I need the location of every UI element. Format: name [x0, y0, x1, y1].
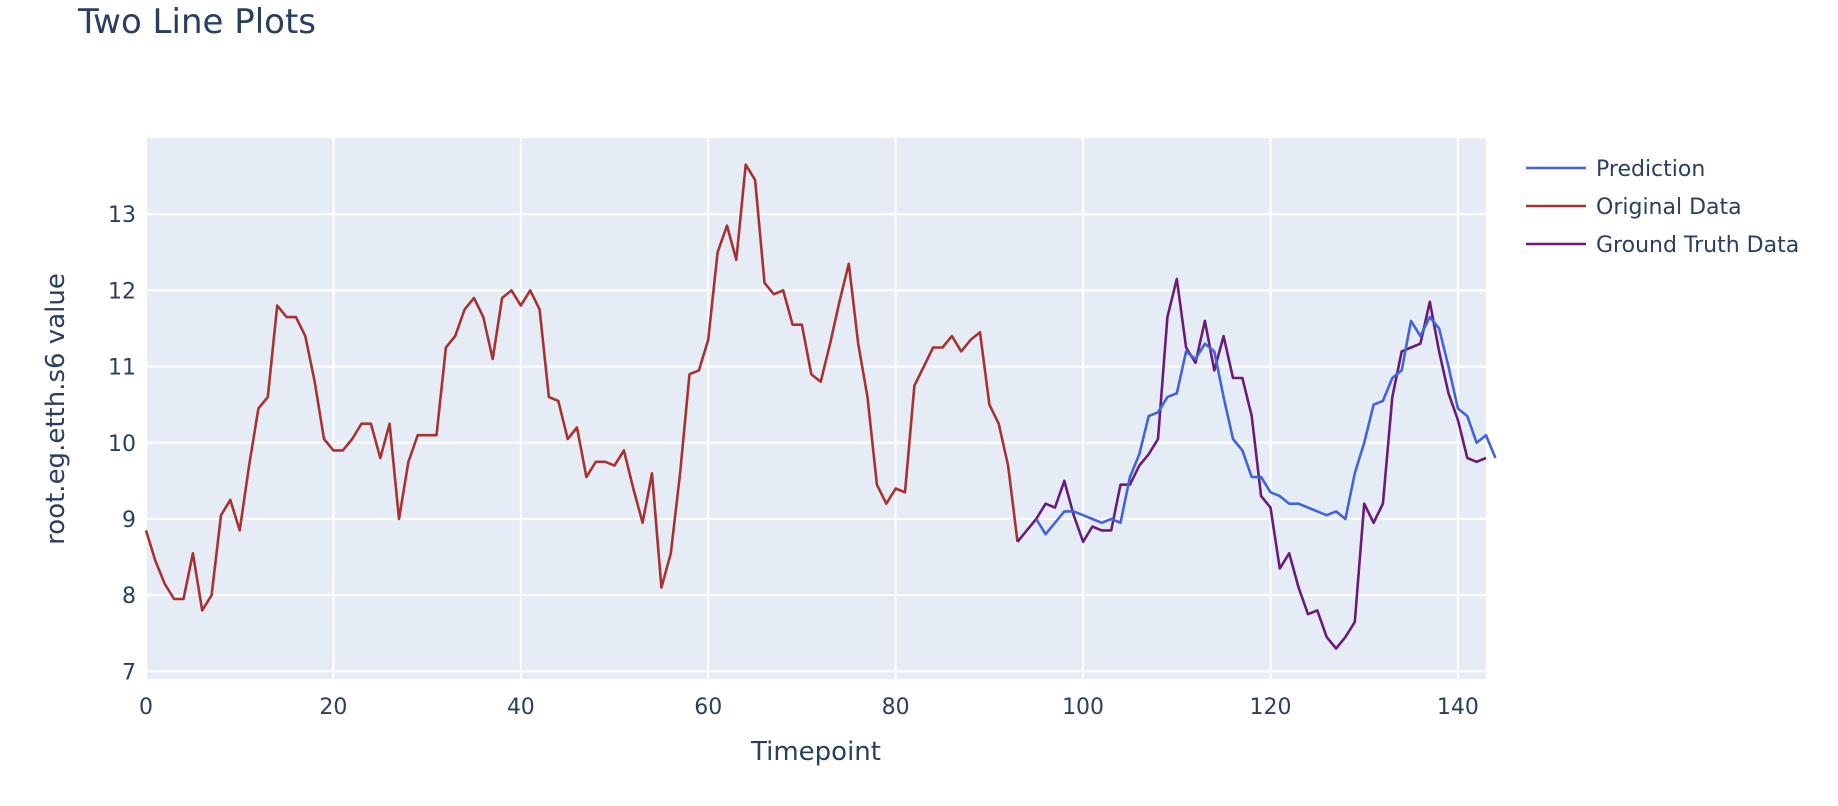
y-tick-label: 7	[122, 660, 136, 685]
legend: Prediction Original Data Ground Truth Data	[1526, 157, 1799, 258]
x-tick-label: 60	[694, 695, 722, 720]
y-axis-title: root.eg.etth.s6 value	[41, 273, 71, 545]
legend-label: Prediction	[1596, 157, 1705, 182]
y-axis-ticks: 7 8 9 10 11 12 13	[108, 203, 136, 685]
x-axis-ticks: 0 20 40 60 80 100 120 140	[139, 695, 1479, 720]
x-tick-label: 0	[139, 695, 153, 720]
y-tick-label: 10	[108, 432, 136, 457]
series-line-original-data	[144, 163, 1019, 612]
series-layer	[144, 163, 1497, 650]
series-line-prediction	[1035, 315, 1497, 536]
legend-item[interactable]: Ground Truth Data	[1526, 233, 1799, 258]
y-tick-label: 12	[108, 279, 136, 304]
chart-title: Two Line Plots	[78, 2, 317, 42]
legend-item[interactable]: Original Data	[1526, 195, 1742, 220]
legend-label: Original Data	[1596, 195, 1742, 220]
x-tick-label: 80	[882, 695, 910, 720]
legend-label: Ground Truth Data	[1596, 233, 1799, 258]
plot-area	[146, 138, 1486, 679]
y-tick-label: 13	[108, 203, 136, 228]
x-tick-label: 40	[507, 695, 535, 720]
series-line-ground-truth-data	[1016, 277, 1487, 650]
legend-item[interactable]: Prediction	[1526, 157, 1705, 182]
y-tick-label: 9	[122, 508, 136, 533]
gridlines	[145, 138, 1486, 679]
x-tick-label: 100	[1062, 695, 1104, 720]
x-tick-label: 140	[1437, 695, 1479, 720]
y-tick-label: 11	[108, 356, 136, 381]
x-tick-label: 20	[319, 695, 347, 720]
x-tick-label: 120	[1249, 695, 1291, 720]
y-tick-label: 8	[122, 584, 136, 609]
x-axis-title: Timepoint	[750, 737, 881, 767]
